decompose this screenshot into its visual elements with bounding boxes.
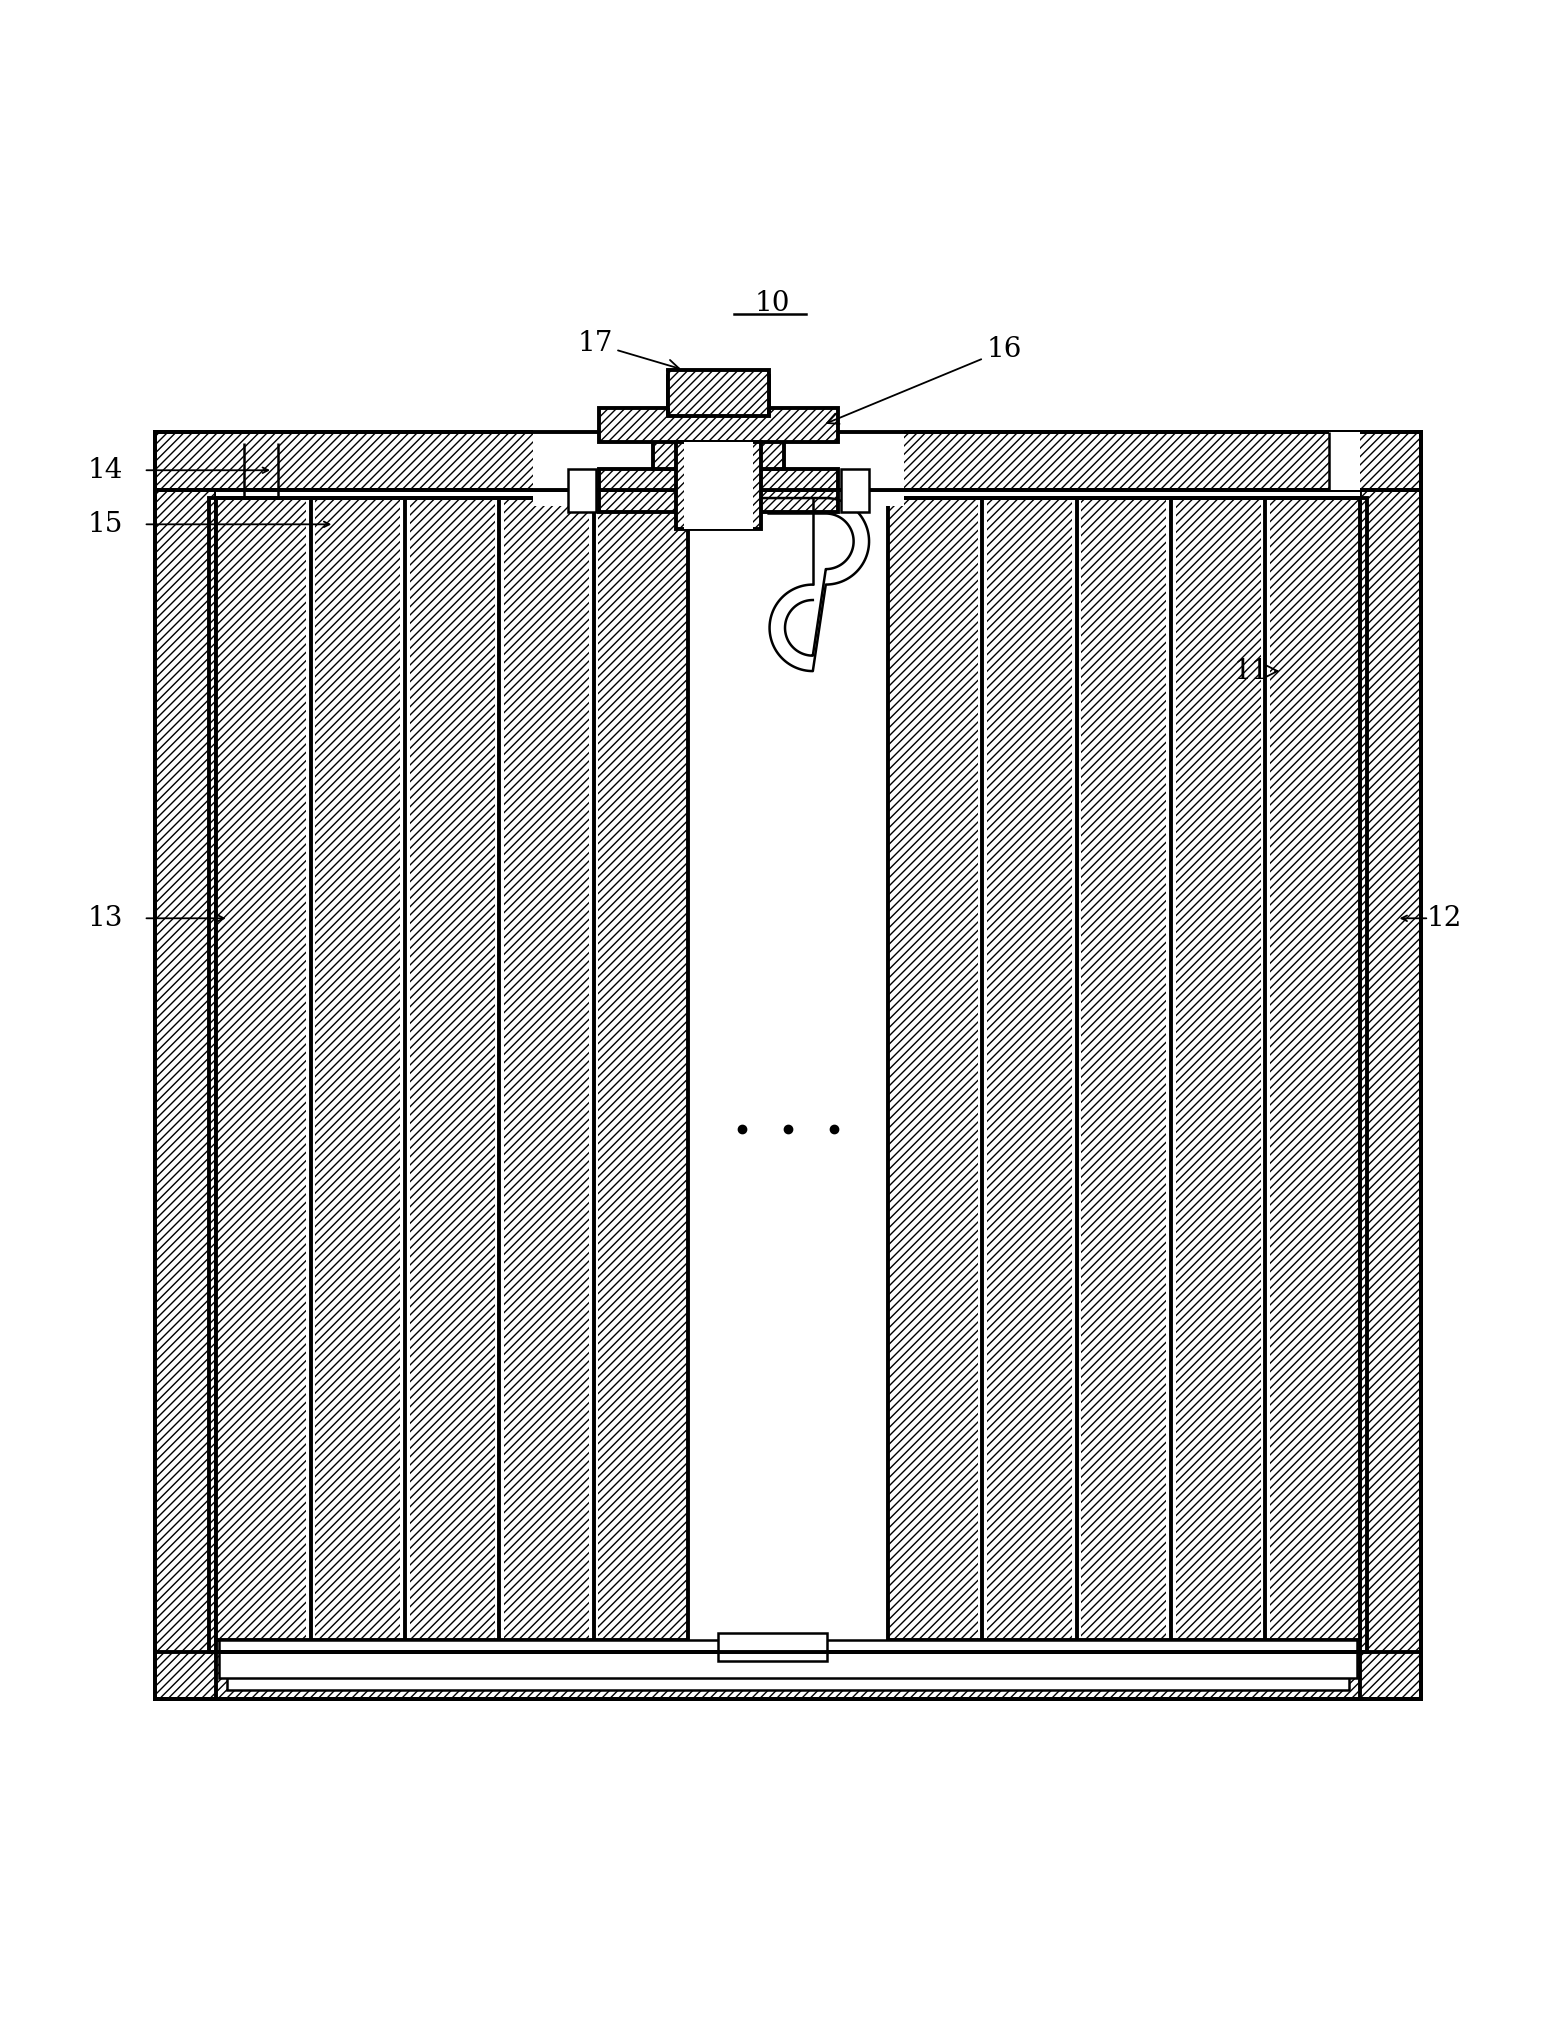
Bar — [589, 497, 598, 1640]
Bar — [1265, 497, 1360, 1640]
Bar — [559, 473, 878, 499]
Bar — [599, 408, 837, 443]
Bar — [840, 469, 868, 512]
Bar — [599, 469, 837, 512]
Text: 14: 14 — [88, 457, 122, 483]
Bar — [209, 497, 1367, 1652]
Bar — [677, 443, 762, 530]
Bar — [1072, 497, 1082, 1640]
Bar — [888, 497, 1360, 1640]
Bar — [1360, 431, 1421, 1698]
Bar — [154, 431, 1421, 1698]
Bar — [683, 443, 754, 530]
Bar — [983, 497, 1077, 1640]
Bar — [654, 425, 785, 469]
Bar — [688, 491, 888, 1652]
Bar — [1171, 497, 1265, 1640]
Bar — [216, 491, 1360, 1652]
Bar — [154, 431, 1421, 491]
Text: 16: 16 — [827, 336, 1021, 425]
Bar — [1329, 431, 1360, 491]
Bar — [154, 1652, 1421, 1698]
Bar — [533, 324, 904, 506]
Bar — [216, 497, 311, 1640]
Bar — [978, 497, 987, 1640]
Bar — [400, 497, 409, 1640]
Text: 11: 11 — [1234, 657, 1278, 685]
Bar — [219, 1640, 1357, 1678]
Text: 15: 15 — [88, 512, 122, 538]
Bar — [154, 431, 1421, 1698]
Bar — [1261, 497, 1270, 1640]
Bar — [888, 497, 1360, 1640]
Bar — [499, 497, 593, 1640]
Bar — [216, 497, 688, 1640]
Bar — [1077, 497, 1171, 1640]
Text: 12: 12 — [1428, 904, 1462, 932]
Bar — [227, 1656, 1349, 1690]
Text: 17: 17 — [578, 330, 680, 370]
Text: 10: 10 — [756, 289, 789, 317]
Bar — [667, 370, 768, 417]
Bar — [593, 497, 688, 1640]
Bar — [1166, 497, 1176, 1640]
Bar — [216, 491, 1360, 497]
Bar — [306, 497, 315, 1640]
Bar — [216, 497, 688, 1640]
Bar — [494, 497, 504, 1640]
Bar — [569, 469, 596, 512]
Text: 13: 13 — [88, 904, 122, 932]
Bar — [311, 497, 405, 1640]
Bar — [667, 376, 768, 425]
Bar — [405, 497, 499, 1640]
Bar — [888, 497, 983, 1640]
Bar — [154, 431, 216, 1698]
Bar — [718, 1632, 827, 1660]
Bar — [154, 431, 1421, 1698]
